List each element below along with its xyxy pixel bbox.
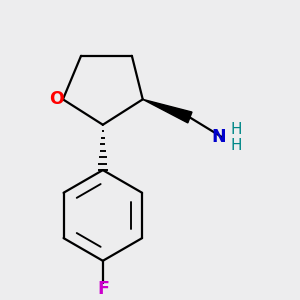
Polygon shape xyxy=(143,99,192,123)
Text: O: O xyxy=(49,90,64,108)
Text: N: N xyxy=(212,128,226,146)
Text: H: H xyxy=(231,138,242,153)
Text: F: F xyxy=(97,280,109,298)
Text: H: H xyxy=(231,122,242,137)
